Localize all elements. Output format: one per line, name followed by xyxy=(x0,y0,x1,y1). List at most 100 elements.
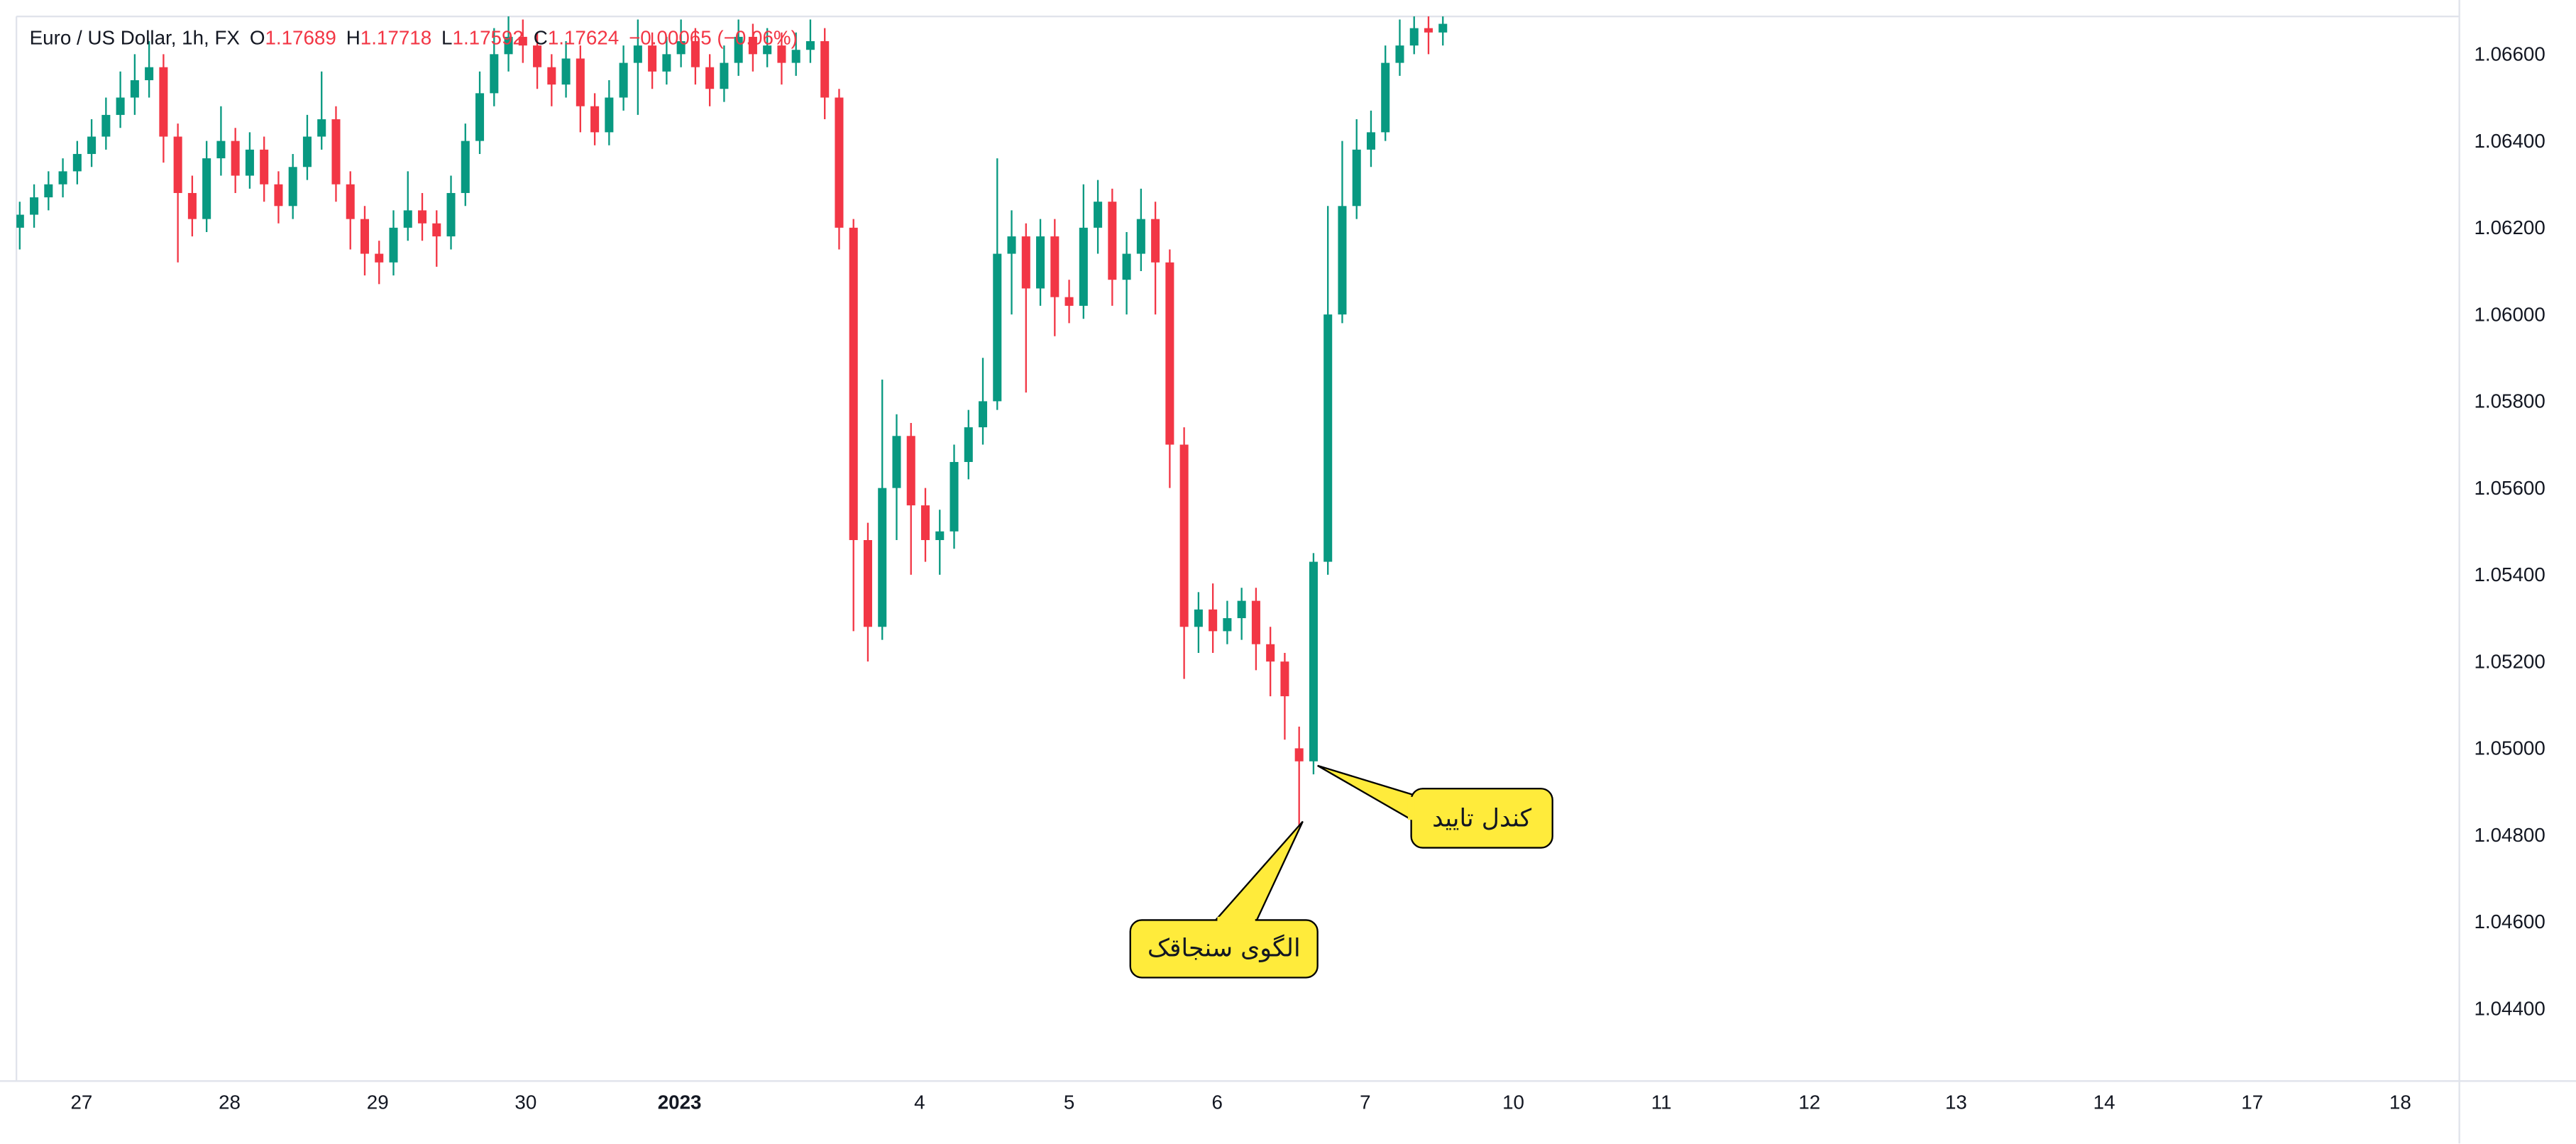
candle-body xyxy=(1036,236,1045,289)
x-tick-label: 2023 xyxy=(658,1091,702,1113)
candle-body xyxy=(245,149,254,176)
callout: کندل تایید xyxy=(1317,764,1553,849)
candle-body xyxy=(648,45,657,72)
candle-body xyxy=(561,58,571,85)
ohlc-value: 1.17689 xyxy=(265,27,336,49)
candle-body xyxy=(130,80,139,98)
candle-body xyxy=(1424,28,1433,33)
candle-body xyxy=(274,184,283,207)
candle-body xyxy=(417,210,427,224)
candle-body xyxy=(58,171,67,185)
candle-body xyxy=(44,184,53,198)
symbol: Euro / US Dollar, 1h, FX xyxy=(30,27,240,49)
candle-body xyxy=(920,505,930,541)
y-tick-label: 1.05600 xyxy=(2474,477,2545,499)
y-tick-label: 1.05800 xyxy=(2474,390,2545,412)
candle-body xyxy=(1151,219,1160,263)
candle-body xyxy=(202,158,211,219)
candle-body xyxy=(432,223,441,237)
candle-body xyxy=(187,192,197,219)
x-tick-label: 29 xyxy=(367,1091,389,1113)
candle-body xyxy=(619,62,628,98)
candle-body xyxy=(461,141,470,193)
candle-body xyxy=(1409,28,1419,46)
candle-body xyxy=(1266,644,1275,662)
ohlc-label: L xyxy=(441,27,452,49)
y-tick-label: 1.04600 xyxy=(2474,911,2545,933)
candle-body xyxy=(1352,149,1361,207)
candle-body xyxy=(1209,609,1218,632)
candle-body xyxy=(533,45,542,67)
candle-body xyxy=(1094,202,1103,228)
candle-body xyxy=(590,106,600,133)
x-tick-label: 28 xyxy=(219,1091,241,1113)
candle-body xyxy=(1079,227,1088,306)
ohlc-value: 1.17624 xyxy=(548,27,619,49)
candle-body xyxy=(690,41,700,67)
candle-body xyxy=(1108,202,1117,280)
x-tick-label: 4 xyxy=(914,1091,925,1113)
candle-body xyxy=(1050,236,1059,297)
candle-body xyxy=(676,41,686,55)
candle-body xyxy=(1395,45,1404,63)
candle-body xyxy=(446,192,456,237)
x-tick-label: 14 xyxy=(2093,1091,2115,1113)
candle-body xyxy=(231,141,240,176)
ohlc-label: H xyxy=(346,27,360,49)
x-tick-label: 7 xyxy=(1360,1091,1370,1113)
candle-body xyxy=(346,184,355,219)
candle-body xyxy=(1165,262,1174,445)
candle-body xyxy=(892,436,901,488)
x-tick-label: 30 xyxy=(514,1091,536,1113)
candle-body xyxy=(906,436,915,506)
callout-text: الگوی سنجاقک xyxy=(1147,933,1301,962)
ohlc-label: C xyxy=(534,27,548,49)
candle-body xyxy=(145,67,154,81)
y-tick-label: 1.06400 xyxy=(2474,130,2545,152)
candle-body xyxy=(331,119,341,185)
callout-joint xyxy=(1217,916,1255,924)
candle-body xyxy=(1280,661,1289,697)
callout: الگوی سنجاقک xyxy=(1129,820,1319,979)
candle-body xyxy=(1007,236,1016,254)
candle-body xyxy=(1223,618,1232,632)
candle-body xyxy=(547,67,556,85)
x-tick-label: 18 xyxy=(2389,1091,2411,1113)
y-tick-label: 1.06600 xyxy=(2474,43,2545,65)
candle-body xyxy=(763,45,772,55)
candle-body xyxy=(1338,206,1347,315)
candle-body xyxy=(835,97,844,228)
x-tick-label: 27 xyxy=(70,1091,92,1113)
x-tick-label: 12 xyxy=(1798,1091,1820,1113)
candle-body xyxy=(935,531,945,541)
candle-body xyxy=(705,67,715,89)
candle-body xyxy=(403,210,412,228)
candle-body xyxy=(101,114,111,137)
candle-body xyxy=(805,41,815,50)
candle-body xyxy=(1251,600,1260,644)
candle-body xyxy=(820,41,830,98)
candle-body xyxy=(1366,132,1375,150)
candle-body xyxy=(950,461,959,532)
candles xyxy=(16,16,1448,827)
candle-body xyxy=(748,36,757,55)
candle-body xyxy=(1021,236,1030,289)
candle-body xyxy=(979,401,988,428)
y-tick-label: 1.05200 xyxy=(2474,650,2545,672)
callout-text: کندل تایید xyxy=(1432,804,1532,832)
candle-body xyxy=(360,219,369,254)
callout-joint xyxy=(1407,796,1415,820)
x-tick-label: 10 xyxy=(1502,1091,1524,1113)
candle-body xyxy=(734,36,743,63)
x-tick-label: 17 xyxy=(2241,1091,2263,1113)
x-tick-label: 5 xyxy=(1064,1091,1074,1113)
candle-body xyxy=(159,67,168,137)
ohlc-value: 1.17718 xyxy=(360,27,431,49)
ohlc-label: O xyxy=(250,27,265,49)
candle-body xyxy=(288,167,297,207)
candle-body xyxy=(1064,297,1074,306)
candle-body xyxy=(475,93,485,141)
candle-body xyxy=(72,153,82,172)
